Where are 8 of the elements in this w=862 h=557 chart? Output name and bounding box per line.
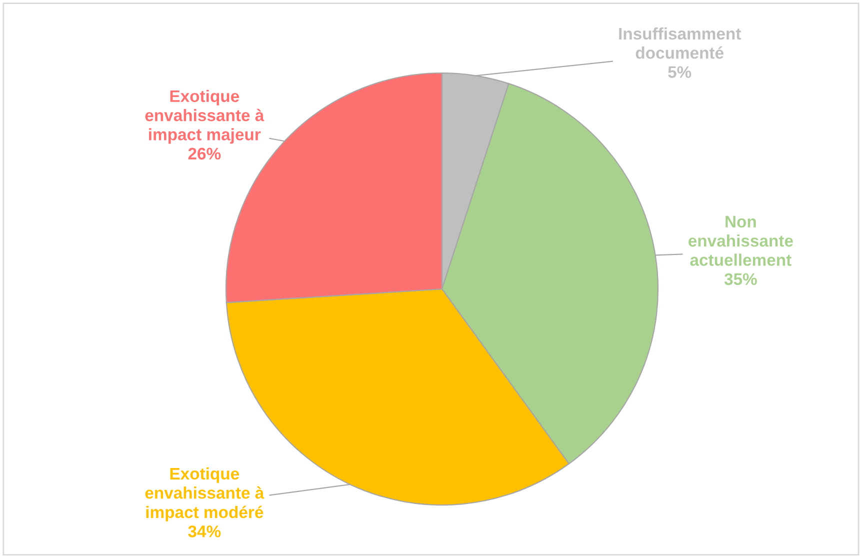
data-label: 26% [188,148,221,160]
slice-label: Exotique envahissante à impact modéré [145,467,264,522]
data-label: 5% [668,66,692,78]
slice-label: Non envahissante actuellement [688,216,793,266]
slice-label: Exotique envahissante à impact majeur [145,90,264,144]
data-label: 34% [188,525,221,538]
data-label: 35% [724,273,757,286]
slice-label: Insuffisamment documenté [619,27,741,59]
